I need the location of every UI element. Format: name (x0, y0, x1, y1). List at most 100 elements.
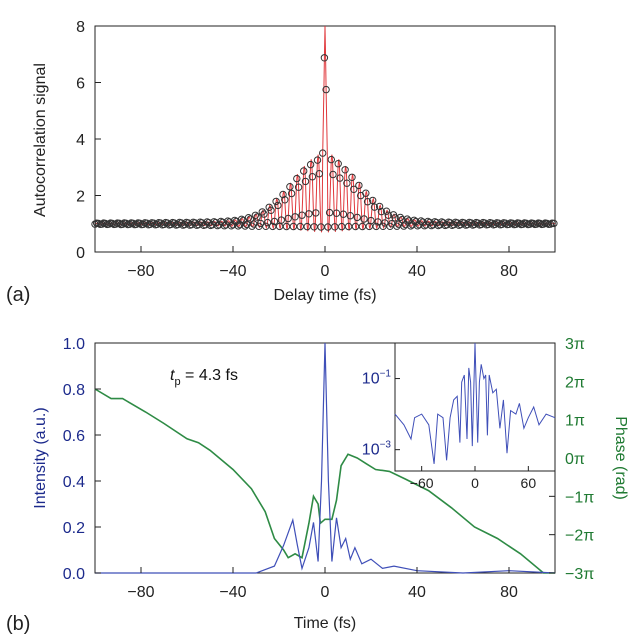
y-tick-label: 2 (76, 189, 85, 206)
data-point (305, 210, 313, 218)
inset-y-tick-label: 10−3 (362, 440, 392, 459)
data-point (324, 223, 332, 231)
data-point (153, 220, 161, 229)
data-point (286, 183, 294, 191)
data-point (136, 219, 144, 228)
annotation-value: = 4.3 fs (181, 367, 238, 384)
data-point (339, 210, 348, 218)
data-point (284, 214, 292, 223)
panel-label-a: (a) (6, 284, 30, 306)
fit-line (94, 25, 556, 233)
data-point (360, 215, 368, 223)
data-point (374, 218, 382, 226)
data-point (350, 185, 358, 194)
data-point (301, 177, 310, 186)
right-tick-label: 1π (565, 413, 585, 430)
data-point (338, 222, 346, 231)
data-point (539, 220, 548, 228)
left-tick-label: 1.0 (63, 336, 85, 353)
data-point (293, 174, 301, 183)
panel-b: −80 −40 0 40 80 0.0 0.2 0.4 0.6 0.8 1.0 −3π −2π −1π… (6, 336, 629, 635)
data-point (241, 222, 249, 230)
data-point (379, 222, 387, 231)
x-axis-label-b: Time (fs) (294, 615, 357, 632)
data-point (381, 219, 389, 227)
y-tick-label: 4 (76, 132, 85, 149)
data-point (450, 220, 458, 229)
data-point (325, 208, 334, 217)
data-point (300, 167, 308, 175)
data-point (146, 220, 154, 229)
data-point (353, 213, 361, 222)
data-point (262, 222, 270, 231)
inset-x-ticks: −60 0 60 (410, 466, 536, 491)
x-tick-label: 80 (500, 584, 518, 601)
data-point (519, 220, 527, 228)
inset-y-tick-exponent: −3 (380, 440, 392, 451)
data-point (150, 219, 158, 227)
data-point (260, 210, 268, 218)
data-point (491, 220, 499, 229)
data-point (334, 160, 342, 168)
right-tick-label: −1π (565, 489, 594, 506)
data-point (369, 196, 377, 205)
data-point (532, 220, 541, 228)
data-point (358, 222, 367, 231)
data-point (308, 173, 317, 181)
data-point (303, 222, 311, 231)
data-point (505, 220, 513, 229)
x-axis-ticks-b: −80 −40 0 40 80 (127, 567, 518, 601)
data-point (341, 166, 349, 174)
x-tick-label: −40 (219, 584, 246, 601)
x-tick-label: −40 (219, 263, 246, 280)
data-point (481, 219, 489, 227)
right-axis-label-b: Phase (rad) (612, 416, 629, 500)
inset-x-tick-label: −60 (410, 475, 434, 491)
inset-frame (394, 342, 556, 472)
data-point (336, 174, 344, 182)
data-point (403, 215, 411, 223)
fit-curve (94, 25, 556, 233)
x-tick-label: 0 (321, 584, 330, 601)
inset-series (394, 342, 556, 464)
data-point (384, 211, 392, 219)
right-tick-label: 0π (565, 451, 585, 468)
data-point (463, 220, 472, 229)
intensity-series (95, 342, 556, 574)
left-axis-ticks-b: 0.0 0.2 0.4 0.6 0.8 1.0 (63, 336, 101, 583)
data-point (267, 206, 275, 215)
data-point (363, 198, 372, 206)
data-point (355, 181, 363, 190)
data-point (407, 222, 415, 230)
data-point (515, 219, 523, 228)
data-point (279, 190, 287, 199)
data-point (470, 220, 479, 229)
data-point (413, 222, 422, 230)
phase-series (94, 388, 555, 574)
y-tick-label: 0 (76, 245, 85, 262)
data-point (296, 222, 304, 231)
data-point (457, 220, 465, 229)
right-tick-label: 2π (565, 374, 585, 391)
inset-y-tick-exponent: −1 (380, 369, 392, 380)
data-point (377, 207, 386, 216)
data-point (319, 149, 327, 157)
data-point (170, 219, 179, 227)
left-tick-label: 0.2 (63, 520, 85, 537)
data-point (391, 214, 399, 222)
data-point (332, 209, 341, 217)
data-point (498, 220, 506, 229)
panel-a: −80 −40 0 40 80 0 2 4 6 8 Delay time (fs) Autoco… (6, 19, 558, 306)
data-point (375, 202, 384, 211)
inset-y-ticks: 10−110−3 (362, 369, 400, 459)
annotation-symbol: t (170, 367, 175, 384)
panel-label-b: (b) (6, 613, 30, 635)
data-point (477, 220, 486, 229)
data-point (382, 207, 391, 215)
x-tick-label: 0 (321, 263, 330, 280)
data-point (313, 156, 322, 164)
data-point (394, 220, 403, 228)
left-axis-label-b: Intensity (a.u.) (32, 407, 49, 508)
data-point (322, 85, 330, 94)
data-point (396, 213, 404, 222)
